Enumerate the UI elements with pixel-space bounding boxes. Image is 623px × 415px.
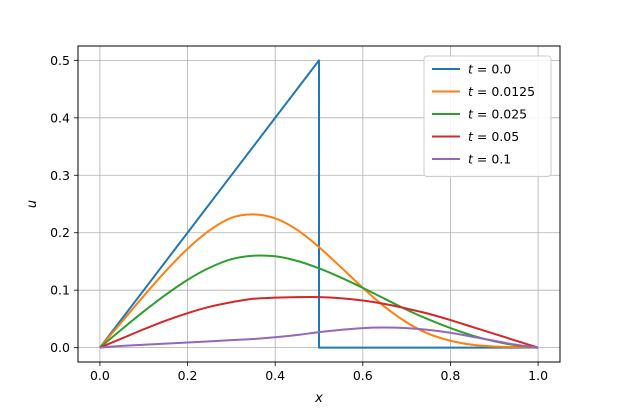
x-axis-label: x (314, 391, 323, 406)
plot-frame (77, 45, 561, 363)
y-tick-label: 0.2 (50, 225, 70, 240)
x-tick-label: 0.2 (178, 368, 198, 383)
legend-entry-4: t = 0.1 (468, 152, 511, 167)
legend-variable: t (468, 152, 474, 167)
y-tick-label: 0.4 (50, 110, 70, 125)
legend-entry-2: t = 0.025 (468, 107, 527, 122)
x-tick-label: 1.0 (528, 368, 548, 383)
legend-variable: t (468, 129, 474, 144)
legend-value: = 0.0 (477, 62, 511, 77)
y-tick-label: 0.3 (50, 168, 70, 183)
x-tick-label: 0.4 (265, 368, 285, 383)
legend-entry-0: t = 0.0 (468, 62, 511, 77)
legend-value: = 0.1 (477, 152, 511, 167)
series-line-2 (99, 254, 539, 349)
x-tick-label: 0.6 (353, 368, 373, 383)
series-line-0 (99, 59, 539, 349)
legend-entry-1: t = 0.0125 (468, 84, 535, 99)
x-tick-label: 0.8 (441, 368, 461, 383)
y-tick-label: 0.1 (50, 283, 70, 298)
series-lines (99, 59, 539, 349)
axis-ticks: 0.0 0.2 0.4 0.6 0.8 1.0 0.0 0.1 0.2 0.3 0.4 0.5 (50, 53, 548, 383)
y-tick-label: 0.0 (50, 340, 70, 355)
x-tick-label: 0.0 (90, 368, 110, 383)
legend-value: = 0.0125 (477, 84, 535, 99)
series-line-4 (99, 326, 539, 349)
y-axis-label: u (25, 200, 40, 208)
legend-value: = 0.025 (477, 107, 527, 122)
legend-box (423, 55, 552, 177)
legend-variable: t (468, 84, 474, 99)
legend-variable: t (468, 62, 474, 77)
y-tick-label: 0.5 (50, 53, 70, 68)
legend-value: = 0.05 (477, 129, 519, 144)
legend-variable: t (468, 107, 474, 122)
legend-entry-3: t = 0.05 (468, 129, 519, 144)
series-line-3 (99, 295, 539, 349)
series-line-1 (99, 213, 539, 349)
